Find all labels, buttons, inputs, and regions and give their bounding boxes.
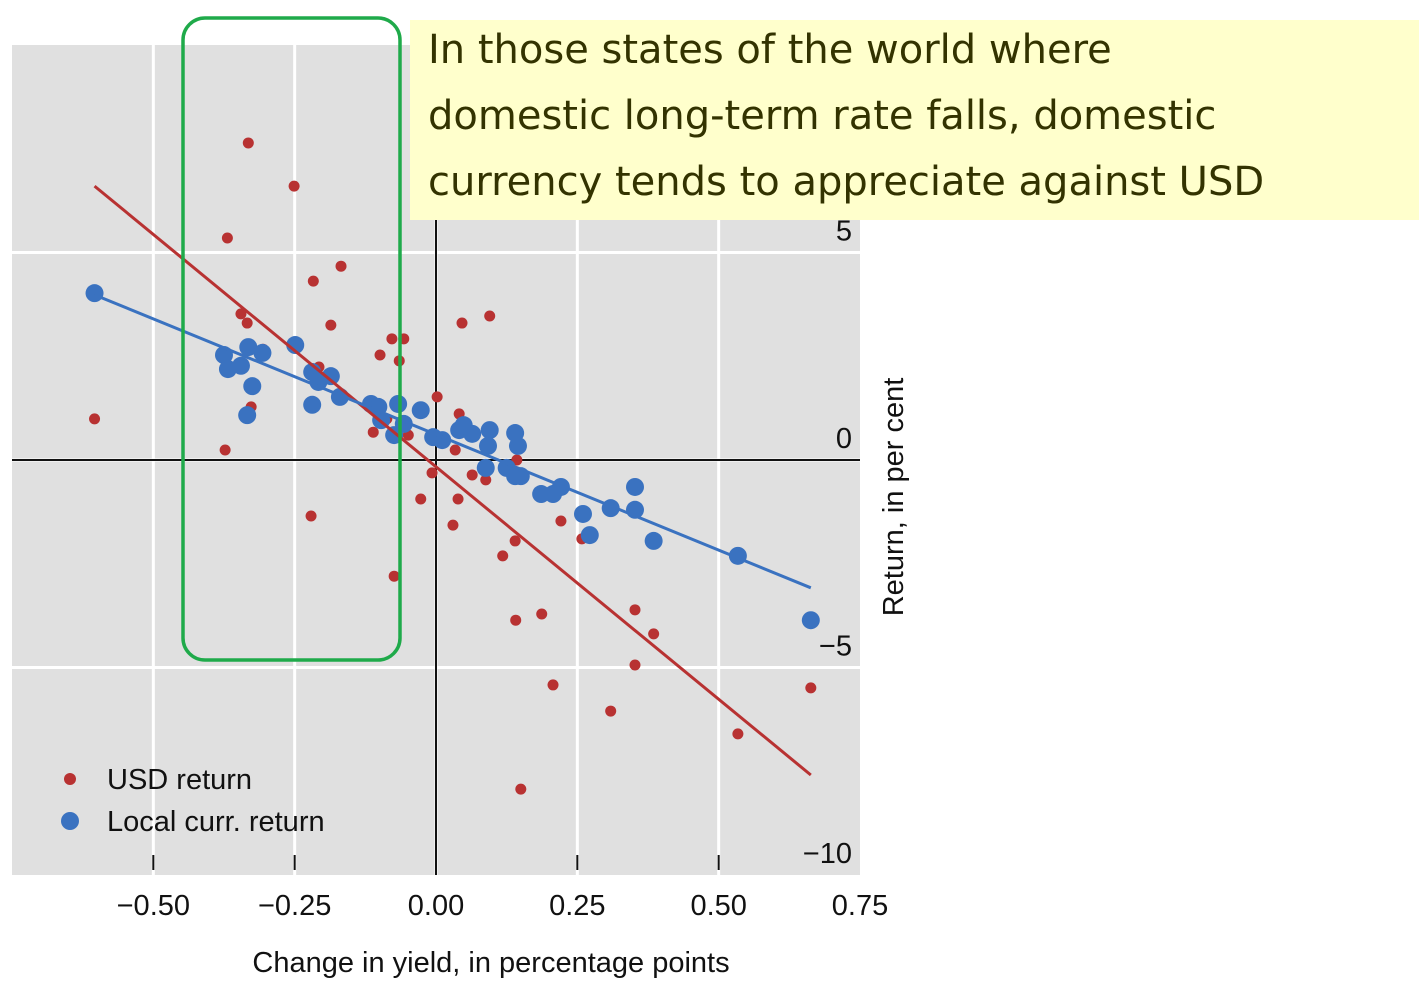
point bbox=[805, 682, 817, 694]
point bbox=[515, 783, 527, 795]
y-tick-label: −5 bbox=[819, 631, 852, 663]
y-tick-label: 0 bbox=[836, 423, 852, 455]
point bbox=[335, 260, 347, 272]
point bbox=[509, 535, 521, 547]
legend-label: Local curr. return bbox=[107, 806, 325, 838]
point bbox=[466, 469, 478, 481]
annotation-line: currency tends to appreciate against USD bbox=[428, 159, 1264, 205]
point bbox=[286, 336, 305, 355]
point bbox=[456, 317, 468, 329]
point bbox=[452, 493, 464, 505]
point bbox=[411, 401, 430, 420]
point bbox=[573, 504, 592, 523]
point bbox=[476, 458, 495, 477]
point bbox=[732, 728, 744, 740]
y-tick-label: 5 bbox=[836, 216, 852, 248]
annotation-box bbox=[410, 20, 1419, 220]
x-tick-label: −0.50 bbox=[117, 890, 190, 922]
annotation-line: domestic long-term rate falls, domestic bbox=[428, 93, 1216, 139]
legend-marker bbox=[64, 773, 76, 785]
point bbox=[510, 614, 522, 626]
point bbox=[305, 510, 317, 522]
point bbox=[449, 444, 461, 456]
point bbox=[415, 493, 427, 505]
annotation-line: In those states of the world where bbox=[428, 27, 1112, 73]
point bbox=[536, 608, 548, 620]
legend-label: USD return bbox=[107, 764, 252, 796]
point bbox=[629, 659, 641, 671]
point bbox=[801, 611, 820, 630]
point bbox=[484, 310, 496, 322]
point bbox=[85, 284, 104, 303]
x-tick-label: 0.25 bbox=[549, 890, 605, 922]
point bbox=[221, 232, 233, 244]
point bbox=[89, 413, 101, 425]
point bbox=[219, 444, 231, 456]
point bbox=[480, 474, 492, 486]
point bbox=[321, 367, 340, 386]
plot-layer bbox=[12, 45, 860, 875]
y-axis-label: Return, in per cent bbox=[878, 378, 910, 617]
point bbox=[480, 421, 499, 440]
point bbox=[648, 628, 660, 640]
point bbox=[508, 436, 527, 455]
point bbox=[625, 477, 644, 496]
x-tick-label: 0.75 bbox=[832, 890, 888, 922]
point bbox=[303, 395, 322, 414]
point bbox=[547, 679, 559, 691]
point bbox=[253, 343, 272, 362]
point bbox=[454, 416, 473, 435]
point bbox=[426, 467, 438, 479]
point bbox=[307, 275, 319, 287]
point bbox=[497, 550, 509, 562]
point bbox=[644, 531, 663, 550]
point bbox=[374, 349, 386, 361]
point bbox=[231, 356, 250, 375]
point bbox=[431, 391, 443, 403]
point bbox=[241, 317, 253, 329]
highlight-box bbox=[181, 16, 402, 662]
point bbox=[479, 436, 498, 455]
point bbox=[605, 705, 617, 717]
x-axis-label: Change in yield, in percentage points bbox=[252, 947, 729, 979]
point bbox=[580, 526, 599, 545]
point bbox=[447, 519, 459, 531]
trend-line bbox=[93, 184, 812, 777]
x-tick-label: −0.25 bbox=[258, 890, 331, 922]
point bbox=[288, 180, 300, 192]
point bbox=[389, 394, 408, 413]
point bbox=[242, 137, 254, 149]
trend-line bbox=[93, 293, 812, 590]
point bbox=[555, 515, 567, 527]
x-tick-label: 0.50 bbox=[690, 890, 746, 922]
y-tick-label: −10 bbox=[803, 838, 852, 870]
point bbox=[629, 604, 641, 616]
point bbox=[511, 454, 523, 466]
x-tick-label: 0.00 bbox=[408, 890, 464, 922]
point bbox=[239, 338, 258, 357]
point bbox=[325, 319, 337, 331]
point bbox=[367, 426, 379, 438]
point bbox=[243, 377, 262, 396]
point bbox=[235, 308, 247, 320]
point bbox=[388, 570, 400, 582]
legend-marker bbox=[61, 812, 79, 830]
point bbox=[238, 406, 257, 425]
point bbox=[386, 333, 398, 345]
